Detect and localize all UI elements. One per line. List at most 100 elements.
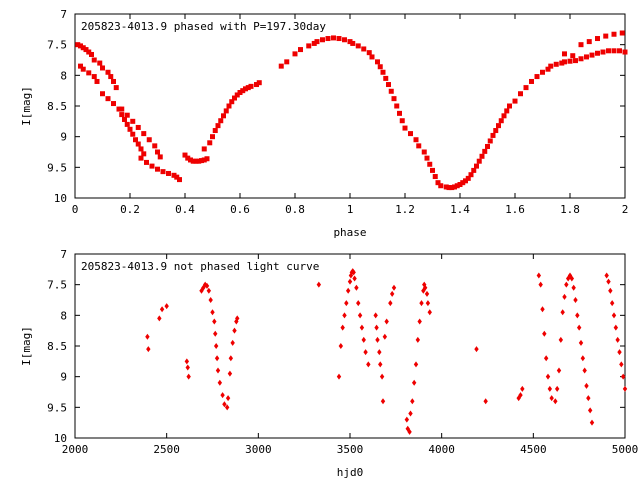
unphased-data-point [336, 373, 342, 380]
unphased-data-point [543, 355, 549, 362]
phased-data-point [347, 39, 353, 45]
unphased-data-point [584, 382, 589, 389]
unphased-data-point [474, 346, 479, 353]
phased-data-point [306, 43, 312, 49]
phased-data-point [548, 63, 554, 69]
phased-x-ticks: 0 0.2 0.4 0.6 0.8 1 1.2 1.4 1.6 1.8 2 [72, 14, 628, 216]
unphased-data-point [145, 333, 150, 340]
phased-y-ticks: 7 7.5 8 8.5 9 9.5 10 [47, 8, 625, 205]
unphased-y-tick-label: 7.5 [47, 279, 67, 292]
unphased-data-point [415, 336, 421, 343]
unphased-data-point [575, 312, 580, 319]
unphased-data-point [199, 287, 204, 294]
phased-data-point [377, 64, 383, 70]
unphased-data-point [225, 395, 231, 402]
phased-data-point [124, 121, 130, 127]
phased-data-point [460, 180, 466, 186]
unphased-data-point [391, 284, 397, 291]
unphased-data-point [352, 275, 357, 282]
unphased-x-tick-label: 4500 [520, 443, 547, 456]
phased-data-point [232, 95, 237, 101]
unphased-data-point [427, 309, 432, 316]
unphased-data-point [520, 385, 525, 392]
unphased-data-point [417, 318, 422, 325]
phased-data-point [562, 59, 567, 65]
phased-data-point [171, 172, 177, 178]
unphased-data-point [361, 336, 366, 343]
unphased-data-point [213, 343, 219, 349]
phased-data-point [141, 151, 147, 157]
unphased-data-point [556, 367, 562, 374]
unphased-x-tick-label: 5000 [612, 443, 639, 456]
phased-data-point [523, 85, 529, 91]
phased-data-point [166, 170, 171, 176]
phased-data-point [298, 47, 303, 53]
unphased-data-point [389, 290, 395, 297]
phased-data-point [119, 112, 125, 118]
phased-data-point [595, 50, 600, 56]
phased-data-point [603, 33, 609, 39]
unphased-data-point [404, 416, 410, 423]
unphased-y-tick-label: 8 [60, 309, 67, 322]
unphased-data-point [408, 410, 413, 417]
phased-x-tick-label: 1.4 [450, 203, 470, 216]
phased-data-point [314, 39, 320, 45]
unphased-data-point [363, 349, 368, 356]
unphased-data-point [354, 284, 359, 291]
unphased-data-point [224, 404, 230, 411]
unphased-data-point [589, 419, 595, 426]
phased-data-point [149, 163, 155, 169]
phased-data-point [201, 157, 207, 163]
phased-data-point [394, 103, 400, 109]
phased-data-point [240, 88, 246, 94]
phased-y-axis-label: I[mag] [20, 86, 33, 126]
unphased-data-point [606, 278, 611, 285]
phased-data-point [234, 92, 240, 98]
phased-data-point [248, 83, 254, 89]
phased-data-point [562, 51, 567, 57]
unphased-data-point [374, 324, 379, 331]
phased-data-point [545, 66, 551, 72]
unphased-data-point [366, 361, 371, 368]
phased-data-point [611, 31, 617, 37]
phased-data-point [584, 54, 589, 60]
phased-data-point [78, 63, 83, 69]
unphased-y-axis-label: I[mag] [20, 326, 33, 366]
unphased-data-point [609, 300, 615, 307]
phased-data-point [177, 177, 182, 183]
unphased-data-point [380, 398, 386, 405]
phased-data-point [529, 78, 534, 84]
phased-data-point [498, 118, 504, 124]
unphased-data-point [540, 306, 545, 313]
phased-data-point [127, 126, 133, 132]
unphased-data-point [622, 385, 628, 392]
phased-data-point [452, 184, 457, 190]
phased-data-point [278, 63, 284, 69]
phased-data-point [212, 128, 218, 134]
phased-data-point [116, 106, 122, 112]
unphased-data-point [220, 392, 225, 399]
phased-data-point [619, 30, 625, 36]
phased-x-tick-label: 1.2 [395, 203, 415, 216]
unphased-data-point [345, 287, 351, 294]
phased-data-point [600, 49, 606, 55]
phased-data-point [336, 36, 342, 42]
unphased-data-point [338, 343, 344, 349]
unphased-data-point [213, 330, 218, 337]
unphased-data-point [377, 349, 382, 356]
unphased-data-point [562, 293, 567, 300]
unphased-data-point [342, 312, 347, 319]
phased-data-point [89, 51, 94, 57]
phased-data-point [105, 69, 111, 75]
phased-y-tick-label: 9 [60, 131, 67, 144]
unphased-data-point [613, 324, 619, 331]
phased-data-point [457, 182, 463, 188]
phased-x-tick-label: 0 [72, 203, 79, 216]
phased-data-point [487, 138, 493, 144]
phased-data-point [111, 78, 116, 84]
phased-data-points [75, 30, 628, 191]
unphased-data-point [212, 318, 217, 325]
unphased-x-axis-label: hjd0 [337, 466, 364, 479]
unphased-data-point [483, 398, 488, 405]
